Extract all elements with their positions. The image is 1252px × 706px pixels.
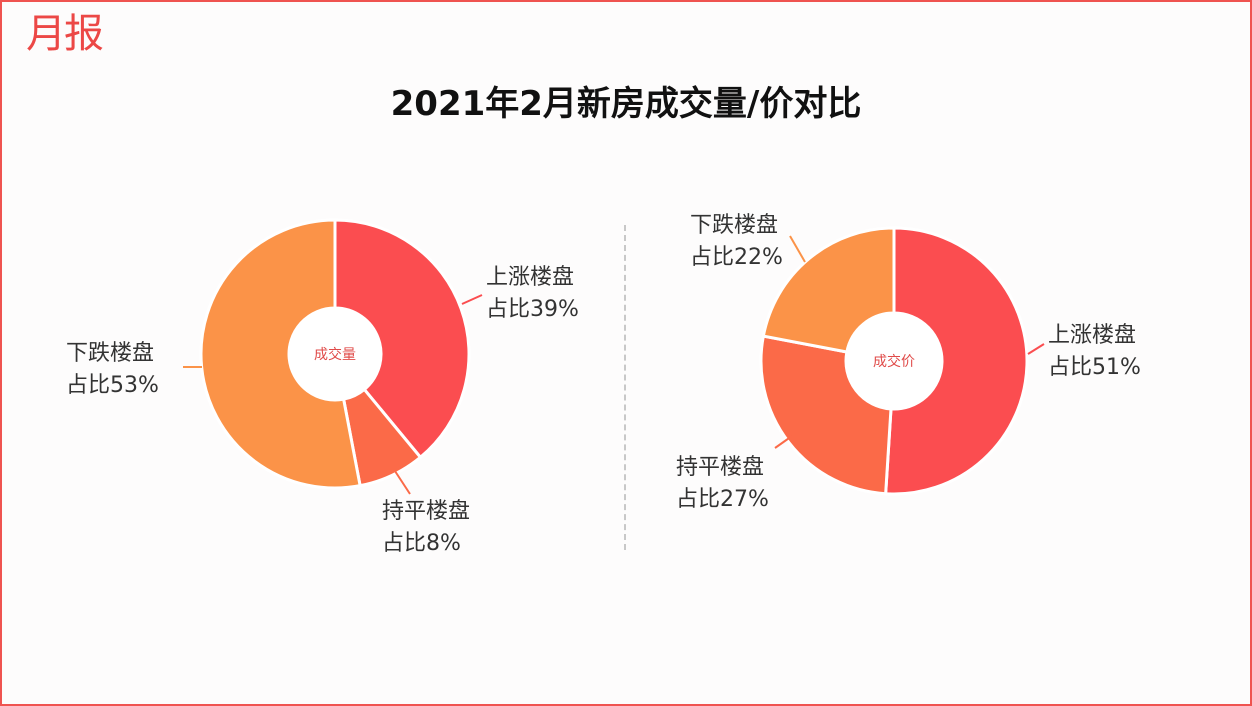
price-slice-pct-0: 占比51% — [1048, 355, 1141, 380]
price-donut-hole — [846, 313, 942, 409]
volume-slice-label-1: 持平楼盘 — [382, 499, 470, 524]
monthly-report-logo: 月报 — [26, 11, 104, 57]
volume-slice-pct-1: 占比8% — [382, 531, 461, 556]
price-center-label: 成交价 — [873, 353, 915, 370]
volume-leader-line-0 — [461, 294, 483, 305]
volume-slice-label-0: 上涨楼盘 — [486, 265, 574, 290]
volume-slice-pct-2: 占比53% — [66, 373, 159, 398]
price-slice-label-0: 上涨楼盘 — [1048, 323, 1136, 348]
volume-slice-label-2: 下跌楼盘 — [66, 341, 154, 366]
price-leader-line-2 — [789, 235, 806, 263]
chart-divider — [624, 225, 626, 550]
volume-center-label: 成交量 — [314, 346, 356, 363]
price-slice-pct-1: 占比27% — [676, 487, 769, 512]
price-leader-line-0 — [1027, 343, 1045, 355]
volume-leader-line-1 — [392, 467, 411, 495]
price-slice-pct-2: 占比22% — [690, 245, 783, 270]
price-slice-label-1: 持平楼盘 — [676, 455, 764, 480]
volume-donut-hole — [289, 308, 381, 400]
price-slice-label-2: 下跌楼盘 — [690, 213, 778, 238]
price-slice-0 — [884, 226, 1029, 496]
price-leader-line-1 — [774, 435, 793, 449]
volume-slice-pct-0: 占比39% — [486, 297, 579, 322]
page-title: 2021年2月新房成交量/价对比 — [390, 84, 862, 124]
